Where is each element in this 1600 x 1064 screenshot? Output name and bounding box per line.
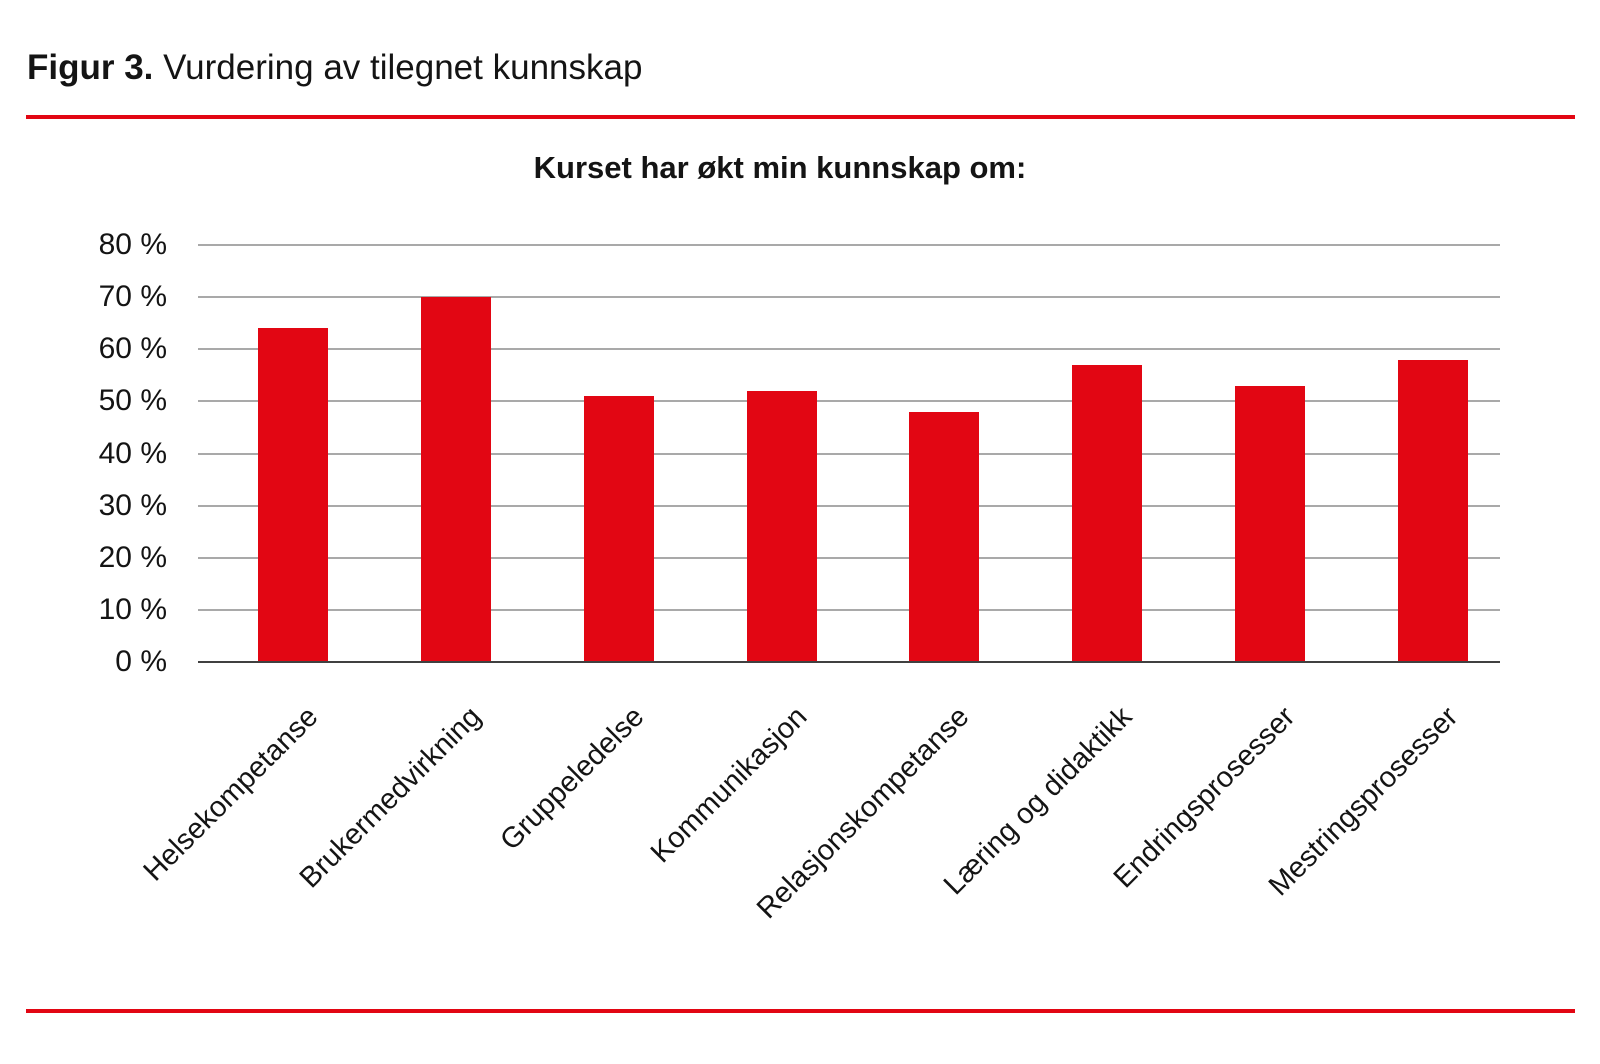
bar-column xyxy=(375,245,538,662)
y-tick-label: 70 % xyxy=(98,280,167,314)
x-tick-label: Kommunikasjon xyxy=(644,700,813,870)
x-tick-label: Endringsprosesser xyxy=(1107,700,1302,895)
bar-column xyxy=(1026,245,1189,662)
bar xyxy=(1397,359,1468,662)
bottom-divider-rule xyxy=(26,1009,1575,1013)
bar xyxy=(1072,364,1143,662)
gridline xyxy=(198,296,1500,299)
bar xyxy=(909,411,980,662)
bar xyxy=(583,396,654,662)
figure-number: Figur 3. xyxy=(27,48,154,87)
gridline xyxy=(198,244,1500,246)
y-tick-label: 10 % xyxy=(98,592,167,626)
figure-title-text: Vurdering av tilegnet kunnskap xyxy=(163,48,643,87)
x-axis-line xyxy=(198,661,1500,663)
x-tick-label: Mestringsprosesser xyxy=(1262,700,1464,903)
bar-column xyxy=(538,245,701,662)
x-tick-label: Gruppeledelse xyxy=(494,700,651,857)
bar-column xyxy=(1189,245,1352,662)
y-tick-label: 30 % xyxy=(98,488,167,522)
y-tick-label: 0 % xyxy=(115,645,167,678)
chart-title: Kurset har økt min kunnskap om: xyxy=(533,150,1027,185)
bars-row xyxy=(212,245,1514,662)
gridline xyxy=(198,504,1500,507)
bar-chart: Kurset har økt min kunnskap om: Helsekom… xyxy=(60,140,1500,970)
top-divider-rule xyxy=(26,115,1575,119)
x-tick-label: Relasjonskompetanse xyxy=(751,700,976,926)
x-tick-label: Brukermedvirkning xyxy=(293,700,488,895)
y-tick-label: 50 % xyxy=(98,384,167,418)
bar-column xyxy=(1351,245,1514,662)
bar xyxy=(1234,385,1305,662)
plot-area xyxy=(198,244,1500,663)
bar xyxy=(258,328,329,662)
gridline xyxy=(198,452,1500,455)
figure-title: Figur 3. Vurdering av tilegnet kunnskap xyxy=(27,46,642,90)
gridline xyxy=(198,556,1500,559)
gridline xyxy=(198,608,1500,611)
gridline xyxy=(198,348,1500,351)
x-tick-label: Læring og didaktikk xyxy=(938,700,1139,902)
bar-column xyxy=(863,245,1026,662)
bar xyxy=(746,390,817,662)
y-tick-label: 60 % xyxy=(98,332,167,366)
bar-column xyxy=(700,245,863,662)
bar xyxy=(421,297,492,662)
x-tick-label: Helsekompetanse xyxy=(137,700,325,888)
y-tick-label: 20 % xyxy=(98,540,167,574)
y-tick-label: 40 % xyxy=(98,436,167,470)
y-tick-label: 80 % xyxy=(98,228,167,261)
bar-column xyxy=(212,245,375,662)
gridline xyxy=(198,400,1500,403)
